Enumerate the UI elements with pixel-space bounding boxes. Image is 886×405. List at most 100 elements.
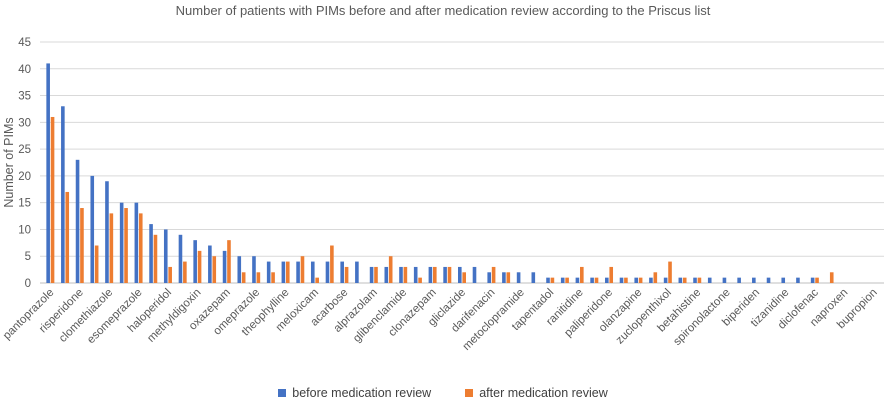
bar-before: [752, 277, 756, 283]
bar-after: [50, 116, 55, 283]
bar-after: [138, 213, 143, 283]
bar-before: [458, 266, 462, 283]
bar-after: [697, 277, 702, 283]
bar-before: [369, 266, 374, 283]
x-tick-label: pantoprazole: [1, 287, 57, 343]
bar-before: [531, 272, 536, 283]
bar-before: [296, 261, 300, 283]
bar-after: [183, 261, 187, 283]
bar-before: [325, 261, 330, 283]
bar-after: [491, 266, 496, 283]
bar-before: [252, 256, 256, 283]
bar-after: [153, 234, 158, 283]
bar-after: [271, 272, 275, 283]
bar-after: [227, 240, 231, 283]
bar-after: [403, 266, 408, 283]
bar-after: [168, 266, 172, 283]
bar-before: [796, 277, 800, 283]
bar-before: [119, 202, 124, 283]
bar-after: [550, 277, 555, 283]
bar-before: [546, 277, 550, 283]
legend-swatch-after: [465, 389, 474, 397]
bar-after: [668, 261, 672, 283]
bar-before: [75, 159, 80, 283]
bar-after: [330, 245, 334, 283]
bar-before: [428, 266, 433, 283]
bar-before: [605, 277, 609, 283]
bar-after: [815, 277, 819, 283]
y-tick-label: 40: [18, 64, 31, 76]
bar-after: [638, 277, 643, 283]
bar-before: [810, 277, 815, 283]
bar-before: [590, 277, 594, 283]
bar-before: [472, 266, 477, 283]
bar-before: [163, 229, 168, 283]
bar-before: [399, 266, 403, 283]
bar-after: [197, 250, 202, 283]
bar-before: [766, 277, 771, 283]
legend-item-before: before medication review: [278, 386, 431, 400]
bar-before: [105, 181, 109, 283]
bar-before: [693, 277, 697, 283]
bar-before: [737, 277, 741, 283]
bar-after: [388, 256, 393, 283]
bar-before: [310, 261, 315, 283]
bar-before: [46, 63, 50, 283]
bar-after: [418, 277, 422, 283]
bar-before: [781, 277, 786, 283]
bar-before: [266, 261, 271, 283]
bar-before: [340, 261, 344, 283]
y-tick-label: 10: [18, 224, 31, 236]
y-tick-label: 20: [18, 171, 31, 183]
y-tick-label: 35: [18, 91, 31, 103]
bar-before: [193, 240, 197, 283]
bar-before: [208, 245, 212, 283]
y-tick-label: 45: [18, 37, 31, 49]
y-tick-label: 30: [18, 117, 31, 129]
bar-before: [707, 277, 712, 283]
bar-before: [413, 266, 418, 283]
bar-before: [663, 277, 668, 283]
bar-before: [61, 106, 65, 284]
bar-after: [506, 272, 511, 283]
chart-title: Number of patients with PIMs before and …: [175, 3, 711, 18]
bar-after: [374, 266, 378, 283]
legend-swatch-before: [278, 389, 287, 397]
y-tick-label: 0: [25, 278, 31, 290]
bar-after: [124, 208, 128, 283]
bar-before: [178, 234, 183, 283]
bar-before: [516, 272, 521, 283]
bar-before: [355, 261, 359, 283]
bar-after: [609, 266, 614, 283]
bar-after: [653, 272, 658, 283]
bar-after: [94, 245, 99, 283]
bar-before: [443, 266, 447, 283]
bar-after: [65, 191, 70, 283]
bar-before: [560, 277, 565, 283]
bar-before: [90, 175, 95, 283]
bar-after: [580, 266, 584, 283]
bar-after: [565, 277, 569, 283]
y-axis-label: Number of PIMs: [2, 117, 16, 207]
bar-before: [384, 266, 389, 283]
legend-item-after: after medication review: [465, 386, 608, 400]
bar-after: [829, 272, 834, 283]
bar-before: [634, 277, 639, 283]
bar-after: [594, 277, 599, 283]
bar-after: [300, 256, 305, 283]
bar-before: [237, 256, 242, 283]
legend-label-after: after medication review: [479, 386, 608, 400]
bar-after: [447, 266, 452, 283]
bar-after: [256, 272, 261, 283]
bar-after: [241, 272, 246, 283]
bar-before: [619, 277, 624, 283]
bar-after: [212, 256, 217, 283]
bar-after: [80, 208, 84, 283]
bar-after: [109, 213, 114, 283]
bar-before: [722, 277, 727, 283]
bar-after: [285, 261, 290, 283]
bar-after: [315, 277, 319, 283]
bar-after: [682, 277, 687, 283]
y-tick-label: 5: [25, 251, 31, 263]
